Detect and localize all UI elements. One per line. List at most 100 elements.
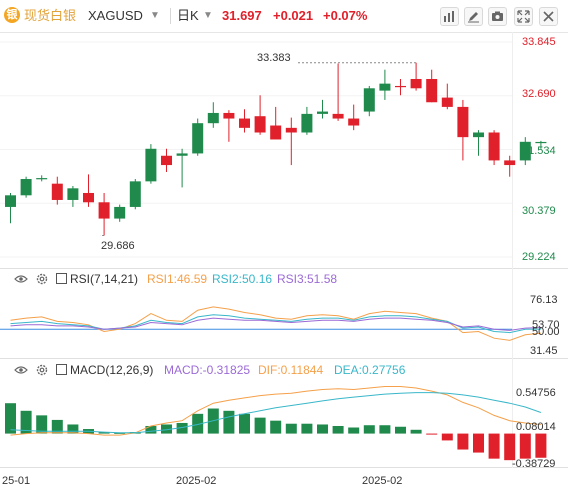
- candle[interactable]: [317, 99, 328, 119]
- candle[interactable]: [395, 78, 406, 96]
- rsi-line-rsi2: [10, 314, 541, 334]
- eye-icon[interactable]: [14, 272, 28, 286]
- candle[interactable]: [254, 95, 266, 135]
- candle[interactable]: [176, 148, 188, 188]
- header-divider: [170, 8, 171, 24]
- rsi-line-rsi1: [10, 306, 541, 341]
- screenshot-button[interactable]: [488, 7, 507, 26]
- indicator-menu-icon[interactable]: [56, 364, 67, 375]
- x-axis-label: 2025-02: [176, 475, 217, 487]
- candle[interactable]: [535, 140, 547, 149]
- candle[interactable]: [441, 83, 453, 110]
- draw-tool-button[interactable]: [464, 7, 483, 26]
- rsi-axis-label: 53.70: [532, 319, 560, 331]
- candle-body: [473, 132, 484, 138]
- candle-body: [98, 202, 110, 219]
- macd-bar: [285, 423, 297, 434]
- rsi-series[interactable]: [0, 306, 541, 341]
- candle[interactable]: [83, 174, 94, 207]
- candle-body: [36, 178, 48, 180]
- candle[interactable]: [51, 176, 63, 205]
- pencil-icon: [468, 12, 479, 23]
- candle[interactable]: [207, 102, 219, 128]
- candle[interactable]: [223, 110, 235, 142]
- price-change: +0.021: [273, 8, 314, 23]
- macd-bar: [363, 425, 375, 434]
- candle-body: [348, 118, 360, 126]
- gear-icon[interactable]: [35, 272, 49, 286]
- candle[interactable]: [410, 62, 422, 91]
- macd-bar: [114, 432, 126, 434]
- candle[interactable]: [239, 109, 250, 133]
- macd-bar: [67, 424, 79, 434]
- macd-bar: [519, 433, 531, 459]
- close-icon: [543, 11, 554, 22]
- candle[interactable]: [488, 130, 500, 166]
- gear-icon[interactable]: [35, 363, 49, 377]
- candle[interactable]: [20, 176, 32, 198]
- candle-body: [379, 83, 391, 91]
- macd-bar: [441, 433, 453, 441]
- candle[interactable]: [36, 175, 48, 182]
- macd-bar: [36, 415, 48, 434]
- candle[interactable]: [504, 155, 516, 177]
- price-axis-label: 31.534: [522, 145, 556, 157]
- candle-body: [285, 127, 297, 133]
- macd-bar: [192, 413, 204, 434]
- x-axis-label: 25-01: [2, 475, 31, 487]
- candle[interactable]: [426, 69, 438, 103]
- symbol-selector[interactable]: XAGUSD: [88, 8, 143, 23]
- candle-body: [176, 153, 188, 156]
- low-price-annotation: 29.686: [101, 240, 135, 252]
- candle[interactable]: [270, 106, 282, 140]
- macd-axis-label: -0.38729: [512, 458, 556, 470]
- macd-bar: [20, 410, 32, 434]
- close-button[interactable]: [539, 7, 558, 26]
- candle[interactable]: [301, 106, 313, 135]
- candle[interactable]: [363, 85, 375, 117]
- macd-bar: [457, 433, 469, 450]
- candle[interactable]: [5, 192, 16, 224]
- candle[interactable]: [285, 117, 297, 166]
- macd-bar: [332, 425, 344, 434]
- candle-body: [192, 123, 204, 154]
- candle-body: [20, 179, 32, 196]
- candle[interactable]: [67, 186, 79, 207]
- indicator-toggle-button[interactable]: [440, 7, 459, 26]
- candle[interactable]: [519, 137, 531, 166]
- candle[interactable]: [129, 179, 141, 210]
- candle[interactable]: [332, 63, 344, 121]
- rsi-axis-label: 50.00: [532, 326, 560, 338]
- timeframe-dropdown-icon[interactable]: ▼: [203, 10, 213, 21]
- candle-body: [441, 97, 453, 107]
- candle[interactable]: [114, 204, 126, 222]
- candle[interactable]: [473, 130, 484, 156]
- macd-lines[interactable]: [10, 386, 542, 436]
- macd-bar: [176, 422, 188, 434]
- macd-bar: [239, 413, 250, 434]
- candle-body: [207, 112, 219, 124]
- candlestick-series[interactable]: [5, 62, 547, 236]
- candle-body: [317, 111, 328, 114]
- fullscreen-button[interactable]: [514, 7, 533, 26]
- price-axis-label: 33.845: [522, 36, 556, 48]
- candle[interactable]: [98, 192, 110, 236]
- candle[interactable]: [457, 99, 469, 161]
- candle-body: [363, 88, 375, 112]
- candle[interactable]: [379, 69, 391, 100]
- candle[interactable]: [145, 144, 157, 184]
- macd-bar: [161, 424, 172, 434]
- candle[interactable]: [192, 118, 204, 156]
- symbol-dropdown-icon[interactable]: ▼: [150, 10, 160, 21]
- eye-icon[interactable]: [14, 363, 28, 377]
- instrument-name[interactable]: 现货白银: [24, 8, 77, 23]
- dif-value: DIF:0.11844: [258, 363, 324, 377]
- candle-body: [457, 106, 469, 138]
- candle[interactable]: [161, 148, 172, 173]
- candle-body: [426, 78, 438, 103]
- timeframe-selector[interactable]: 日K: [177, 8, 199, 23]
- indicator-menu-icon[interactable]: [56, 273, 67, 284]
- candle-body: [332, 113, 344, 119]
- candle[interactable]: [348, 104, 360, 131]
